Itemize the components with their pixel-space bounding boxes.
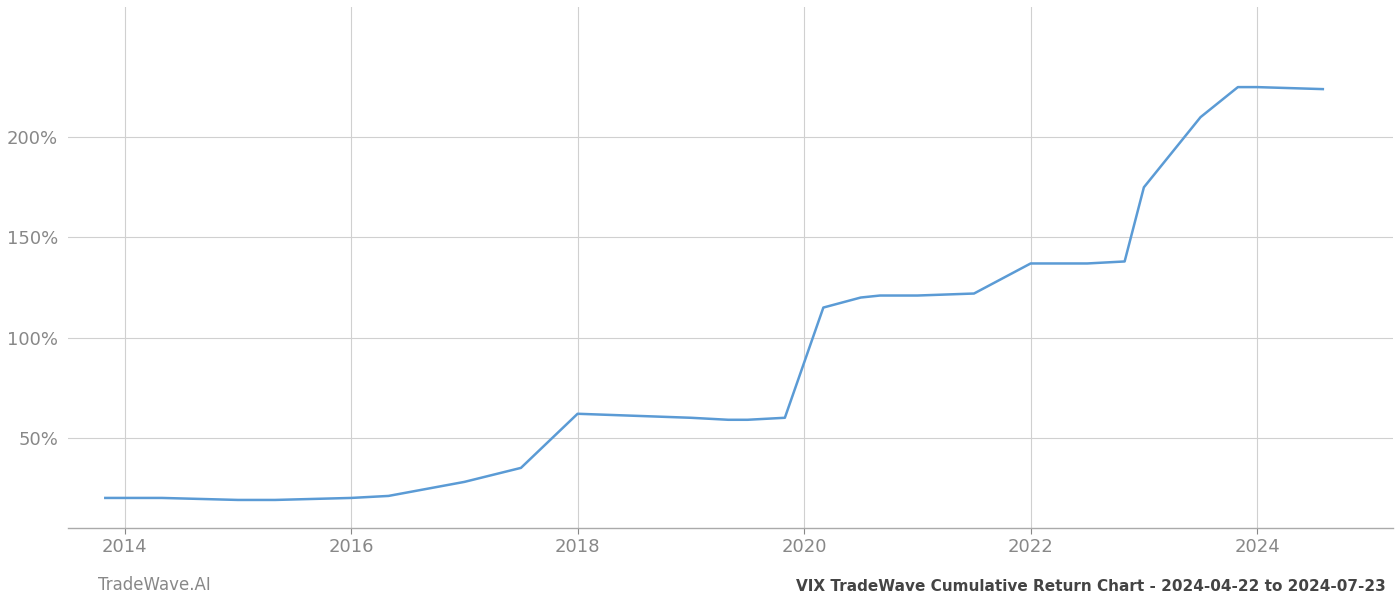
Text: VIX TradeWave Cumulative Return Chart - 2024-04-22 to 2024-07-23: VIX TradeWave Cumulative Return Chart - … bbox=[797, 579, 1386, 594]
Text: TradeWave.AI: TradeWave.AI bbox=[98, 576, 211, 594]
